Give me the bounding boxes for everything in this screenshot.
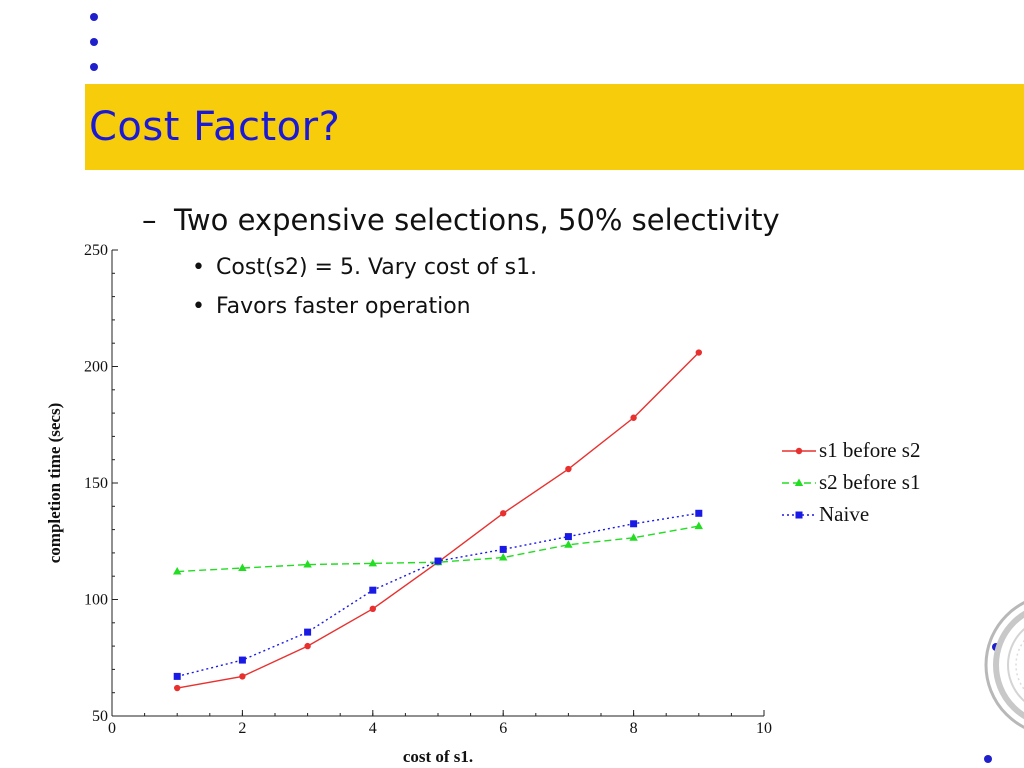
bullet-marker: •	[192, 255, 205, 280]
data-point-s2-before-s1	[694, 521, 703, 530]
x-tick-label: 0	[108, 720, 116, 737]
bullet-text: Two expensive selections, 50% selectivit…	[174, 203, 780, 237]
data-point-naive	[434, 557, 442, 565]
chart-axes	[111, 250, 764, 717]
data-point-s2-before-s1	[238, 563, 247, 572]
data-point-s2-before-s1	[173, 567, 182, 575]
bullet-text: Favors faster operation	[216, 294, 471, 319]
decorative-dot	[90, 38, 98, 46]
y-tick-label: 100	[84, 592, 108, 609]
legend-label-s2-before-s1: s2 before s1	[819, 470, 920, 494]
y-tick-label: 200	[84, 359, 108, 376]
data-point-naive	[630, 520, 638, 528]
data-point-s1-before-s2	[369, 605, 376, 613]
x-axis-label: cost of s1.	[403, 747, 473, 766]
decorative-dot	[90, 63, 98, 71]
decorative-dot	[90, 13, 98, 21]
data-point-s1-before-s2	[565, 465, 572, 473]
data-point-naive	[369, 586, 377, 594]
data-point-naive	[173, 672, 181, 680]
y-axis-label: completion time (secs)	[45, 403, 64, 564]
data-point-naive	[304, 628, 312, 636]
data-point-s2-before-s1	[629, 533, 638, 541]
y-tick-label: 50	[92, 708, 108, 725]
bullet-marker: •	[192, 294, 205, 319]
chart-legend: s1 before s2 s2 before s1 Naive	[782, 438, 920, 526]
legend-label-naive: Naive	[819, 502, 869, 526]
series-line-naive	[177, 512, 699, 678]
data-point-s1-before-s2	[174, 684, 181, 692]
slide-title: Cost Factor?	[89, 104, 341, 150]
line-chart: 0 2 4 6 8 10 50 100 150 200 250 cost of s1. comple…	[45, 242, 920, 766]
x-tick-label: 8	[630, 720, 638, 737]
series-line-s1-before-s2	[177, 352, 700, 689]
data-point-naive	[564, 533, 572, 541]
chart-series	[173, 349, 703, 692]
legend-marker-s2-before-s1	[794, 478, 804, 486]
bullet-level1: – Two expensive selections, 50% selectivi…	[142, 203, 780, 237]
data-point-s1-before-s2	[239, 673, 246, 680]
data-point-naive	[238, 656, 246, 664]
title-band: Cost Factor?	[85, 84, 1024, 170]
data-point-s2-before-s1	[564, 540, 573, 548]
decorative-dot	[984, 755, 992, 763]
bullet-marker: –	[142, 203, 157, 237]
x-tick-label: 2	[238, 720, 246, 737]
y-tick-label: 250	[84, 242, 108, 259]
data-point-s2-before-s1	[303, 560, 312, 568]
bullet-level2: • Favors faster operation	[192, 294, 471, 319]
data-point-naive	[695, 509, 703, 517]
data-point-s1-before-s2	[304, 642, 311, 650]
data-point-s1-before-s2	[500, 510, 507, 517]
data-point-naive	[499, 545, 507, 553]
y-tick-label: 150	[84, 475, 108, 492]
data-point-s1-before-s2	[630, 414, 637, 421]
bullet-text: Cost(s2) = 5. Vary cost of s1.	[216, 255, 538, 280]
legend-marker-naive	[795, 511, 803, 519]
data-point-s2-before-s1	[368, 558, 377, 567]
data-point-s2-before-s1	[499, 553, 508, 561]
chart-ticks: 0 2 4 6 8 10 50 100 150 200 250	[84, 242, 772, 737]
x-tick-label: 10	[756, 720, 772, 737]
x-tick-label: 4	[369, 720, 377, 737]
data-point-s1-before-s2	[695, 349, 702, 356]
x-tick-label: 6	[499, 720, 507, 737]
legend-label-s1-before-s2: s1 before s2	[819, 438, 920, 462]
legend-marker-s1-before-s2	[795, 447, 803, 455]
bullet-level2: • Cost(s2) = 5. Vary cost of s1.	[192, 255, 537, 280]
university-seal-icon	[984, 601, 1024, 729]
